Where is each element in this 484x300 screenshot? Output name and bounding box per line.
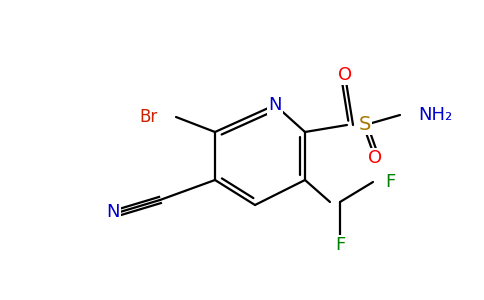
- Text: F: F: [335, 236, 345, 254]
- Text: Br: Br: [140, 108, 158, 126]
- Text: F: F: [385, 173, 395, 191]
- Text: N: N: [106, 203, 120, 221]
- Text: O: O: [338, 66, 352, 84]
- Text: O: O: [368, 149, 382, 167]
- Text: N: N: [268, 96, 282, 114]
- Text: S: S: [359, 116, 371, 134]
- Text: NH₂: NH₂: [418, 106, 452, 124]
